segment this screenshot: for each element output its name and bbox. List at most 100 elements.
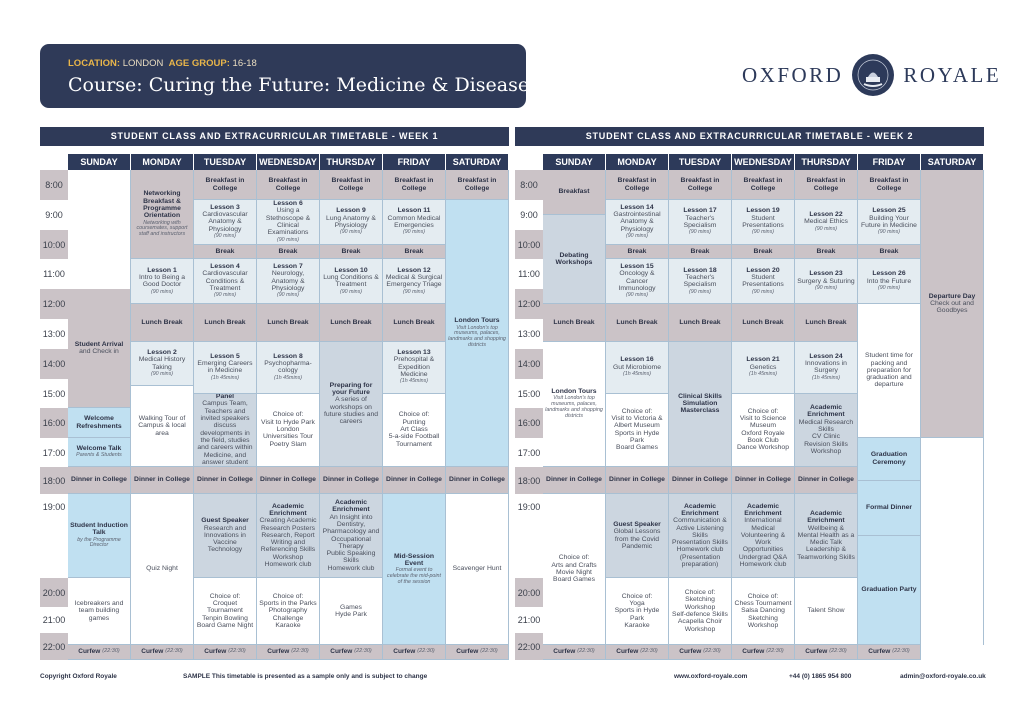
schedule-event[interactable]: Scavenger Hunt: [446, 494, 509, 645]
schedule-event[interactable]: Dinner in College: [131, 467, 194, 494]
schedule-event[interactable]: Lunch Break: [194, 304, 257, 342]
schedule-event[interactable]: Academic Enrichment An Insight into Denti…: [320, 494, 383, 578]
schedule-event[interactable]: Academic Enrichment International Medical…: [732, 494, 795, 578]
schedule-event[interactable]: Lunch Break: [383, 304, 446, 342]
schedule-event[interactable]: Lunch Break: [795, 304, 858, 342]
schedule-event[interactable]: Lesson 7 Neurology, Anatomy & Physiology(…: [257, 259, 320, 304]
schedule-event[interactable]: Games Hyde Park: [320, 578, 383, 645]
schedule-event[interactable]: Choice of: Chess Tournament Salsa Dancing S…: [732, 578, 795, 645]
schedule-event[interactable]: Breakfast: [543, 170, 606, 215]
schedule-event[interactable]: Lunch Break: [669, 304, 732, 342]
schedule-event[interactable]: Quiz Night: [131, 494, 194, 645]
schedule-event[interactable]: Student Induction Talk by the Programme D…: [68, 494, 131, 578]
schedule-event[interactable]: Break: [383, 244, 446, 259]
schedule-event[interactable]: Breakfast in College: [383, 170, 446, 200]
schedule-event[interactable]: Choice of: Sketching Workshop Self-defence…: [669, 578, 732, 645]
schedule-event[interactable]: Lunch Break: [543, 304, 606, 342]
schedule-event[interactable]: Graduation Party: [858, 536, 921, 645]
schedule-event[interactable]: Lesson 19 Student Presentations (90 mins): [732, 200, 795, 245]
schedule-event[interactable]: Lesson 21 Genetics (1h 45mins): [732, 341, 795, 394]
schedule-event[interactable]: Lesson 20 Student Presentations (90 mins): [732, 259, 795, 304]
schedule-event[interactable]: Lesson 18 Teacher's Specialism (90 mins): [669, 259, 732, 304]
schedule-event[interactable]: Walking Tour of Campus & local area: [131, 386, 194, 467]
schedule-event[interactable]: Choice of: Visit to Science Museum Oxford …: [732, 393, 795, 467]
schedule-event[interactable]: Break: [320, 244, 383, 259]
schedule-event[interactable]: Networking Breakfast & Programme Orienta…: [131, 170, 194, 259]
schedule-event[interactable]: Academic Enrichment Communication & Activ…: [669, 494, 732, 578]
schedule-event[interactable]: Graduation Ceremony: [858, 438, 921, 481]
schedule-event[interactable]: Choice of: Croquet Tournament Tenpin Bowli…: [194, 578, 257, 645]
schedule-event[interactable]: Breakfast in College: [194, 170, 257, 200]
schedule-event[interactable]: Lesson 26 Into the Future (90 mins): [858, 259, 921, 304]
schedule-event[interactable]: Breakfast in College: [320, 170, 383, 200]
schedule-event[interactable]: Preparing for your Future A series of wor…: [320, 341, 383, 467]
schedule-event[interactable]: Academic Enrichment Wellbeing & Mental He…: [795, 494, 858, 578]
schedule-event[interactable]: Lesson 23 Surgery & Suturing (90 mins): [795, 259, 858, 304]
schedule-event[interactable]: Lunch Break: [732, 304, 795, 342]
schedule-event[interactable]: Lunch Break: [131, 304, 194, 342]
footer-website-link[interactable]: www.oxford-royale.com: [674, 673, 748, 680]
schedule-event[interactable]: Break: [795, 244, 858, 259]
schedule-event[interactable]: Break: [257, 244, 320, 259]
schedule-event[interactable]: Lesson 6 Using a Stethoscope & Clinical E…: [257, 200, 320, 245]
schedule-event[interactable]: Welcome Refreshments: [68, 408, 131, 438]
schedule-event[interactable]: Lesson 1 Intro to Being a Good Doctor (90 …: [131, 259, 194, 304]
schedule-event[interactable]: Lesson 4 Cardiovascular Conditions & Trea…: [194, 259, 257, 304]
schedule-event[interactable]: Choice of: Yoga Sports in Hyde Park Karaoke: [606, 578, 669, 645]
schedule-event[interactable]: Dinner in College: [68, 467, 131, 494]
schedule-event[interactable]: Break: [732, 244, 795, 259]
schedule-event[interactable]: Lesson 17 Teacher's Specialism (90 mins): [669, 200, 732, 245]
schedule-event[interactable]: Breakfast in College: [257, 170, 320, 200]
footer-email-link[interactable]: admin@oxford-royale.co.uk: [900, 673, 986, 680]
schedule-event[interactable]: Dinner in College: [732, 467, 795, 494]
schedule-event[interactable]: Lesson 16 Gut Microbiome (1h 45mins): [606, 341, 669, 394]
schedule-event[interactable]: Dinner in College: [795, 467, 858, 494]
schedule-event[interactable]: Break: [194, 244, 257, 259]
schedule-event[interactable]: Dinner in College: [257, 467, 320, 494]
schedule-event[interactable]: Dinner in College: [194, 467, 257, 494]
schedule-event[interactable]: Lunch Break: [606, 304, 669, 342]
schedule-event[interactable]: Lesson 24 Innovations in Surgery (1h 45min…: [795, 341, 858, 394]
schedule-event[interactable]: Lesson 8 Psychopharma-cology (1h 45mins): [257, 341, 320, 394]
schedule-event[interactable]: Student time for packing and preparation…: [858, 304, 921, 438]
schedule-event[interactable]: Academic Enrichment Creating Academic Res…: [257, 494, 320, 578]
schedule-event[interactable]: Break: [669, 244, 732, 259]
schedule-event[interactable]: Dinner in College: [383, 467, 446, 494]
schedule-event[interactable]: Breakfast in College: [795, 170, 858, 200]
schedule-event[interactable]: Talent Show: [795, 578, 858, 645]
schedule-event[interactable]: Lesson 25 Building Your Future in Medicin…: [858, 200, 921, 245]
schedule-event[interactable]: Lesson 11 Common Medical Emergencies (90 m…: [383, 200, 446, 245]
schedule-event[interactable]: Lunch Break: [257, 304, 320, 342]
schedule-event[interactable]: Debating Workshops: [543, 215, 606, 304]
schedule-event[interactable]: Lesson 22 Medical Ethics (90 mins): [795, 200, 858, 245]
schedule-event[interactable]: Academic Enrichment Medical Research Skil…: [795, 393, 858, 467]
schedule-event[interactable]: Breakfast in College: [732, 170, 795, 200]
schedule-event[interactable]: Choice of: Arts and Crafts Movie Night Boar…: [543, 494, 606, 645]
schedule-event[interactable]: Breakfast in College: [606, 170, 669, 200]
schedule-event[interactable]: Mid-Session Event Formal event to celebra…: [383, 494, 446, 645]
schedule-event[interactable]: Lesson 15 Oncology & Cancer Immunology (90…: [606, 259, 669, 304]
schedule-event[interactable]: Breakfast in College: [858, 170, 921, 200]
schedule-event[interactable]: Choice of: Punting Art Class 5-a-side Footb…: [383, 393, 446, 467]
schedule-event[interactable]: Lesson 12 Medical & Surgical Emergency Tr…: [383, 259, 446, 304]
schedule-event[interactable]: Choice of: Sports in the Parks Photography…: [257, 578, 320, 645]
schedule-event[interactable]: Choice of: Visit to Hyde Park London Unive…: [257, 393, 320, 467]
schedule-event[interactable]: Lesson 9 Lung Anatomy & Physiology (90 min…: [320, 200, 383, 245]
schedule-event[interactable]: London Tours Visit London's top museums, …: [543, 341, 606, 467]
schedule-event[interactable]: Choice of: Visit to Victoria & Albert Mus…: [606, 393, 669, 467]
schedule-event[interactable]: Dinner in College: [446, 467, 509, 494]
schedule-event[interactable]: Breakfast in College: [446, 170, 509, 200]
schedule-event[interactable]: Lesson 14 Gastrointestinal Anatomy & Phys…: [606, 200, 669, 245]
schedule-event[interactable]: Break: [606, 244, 669, 259]
schedule-event[interactable]: Lesson 10 Lung Conditions & Treatment (90 …: [320, 259, 383, 304]
schedule-event[interactable]: Dinner in College: [606, 467, 669, 494]
schedule-event[interactable]: Lesson 5 Emerging Careers in Medicine (1h …: [194, 341, 257, 394]
schedule-event[interactable]: London Tours Visit London's top museums, …: [446, 200, 509, 467]
schedule-event[interactable]: Dinner in College: [320, 467, 383, 494]
schedule-event[interactable]: Clinical Skills Simulation Masterclass: [669, 341, 732, 467]
schedule-event[interactable]: Icebreakers and team building games: [68, 578, 131, 645]
schedule-event[interactable]: Guest Speaker Global Lessons from the Cov…: [606, 494, 669, 578]
schedule-event[interactable]: Student Arrival and Check in: [68, 289, 131, 408]
schedule-event[interactable]: Formal Dinner: [858, 480, 921, 536]
